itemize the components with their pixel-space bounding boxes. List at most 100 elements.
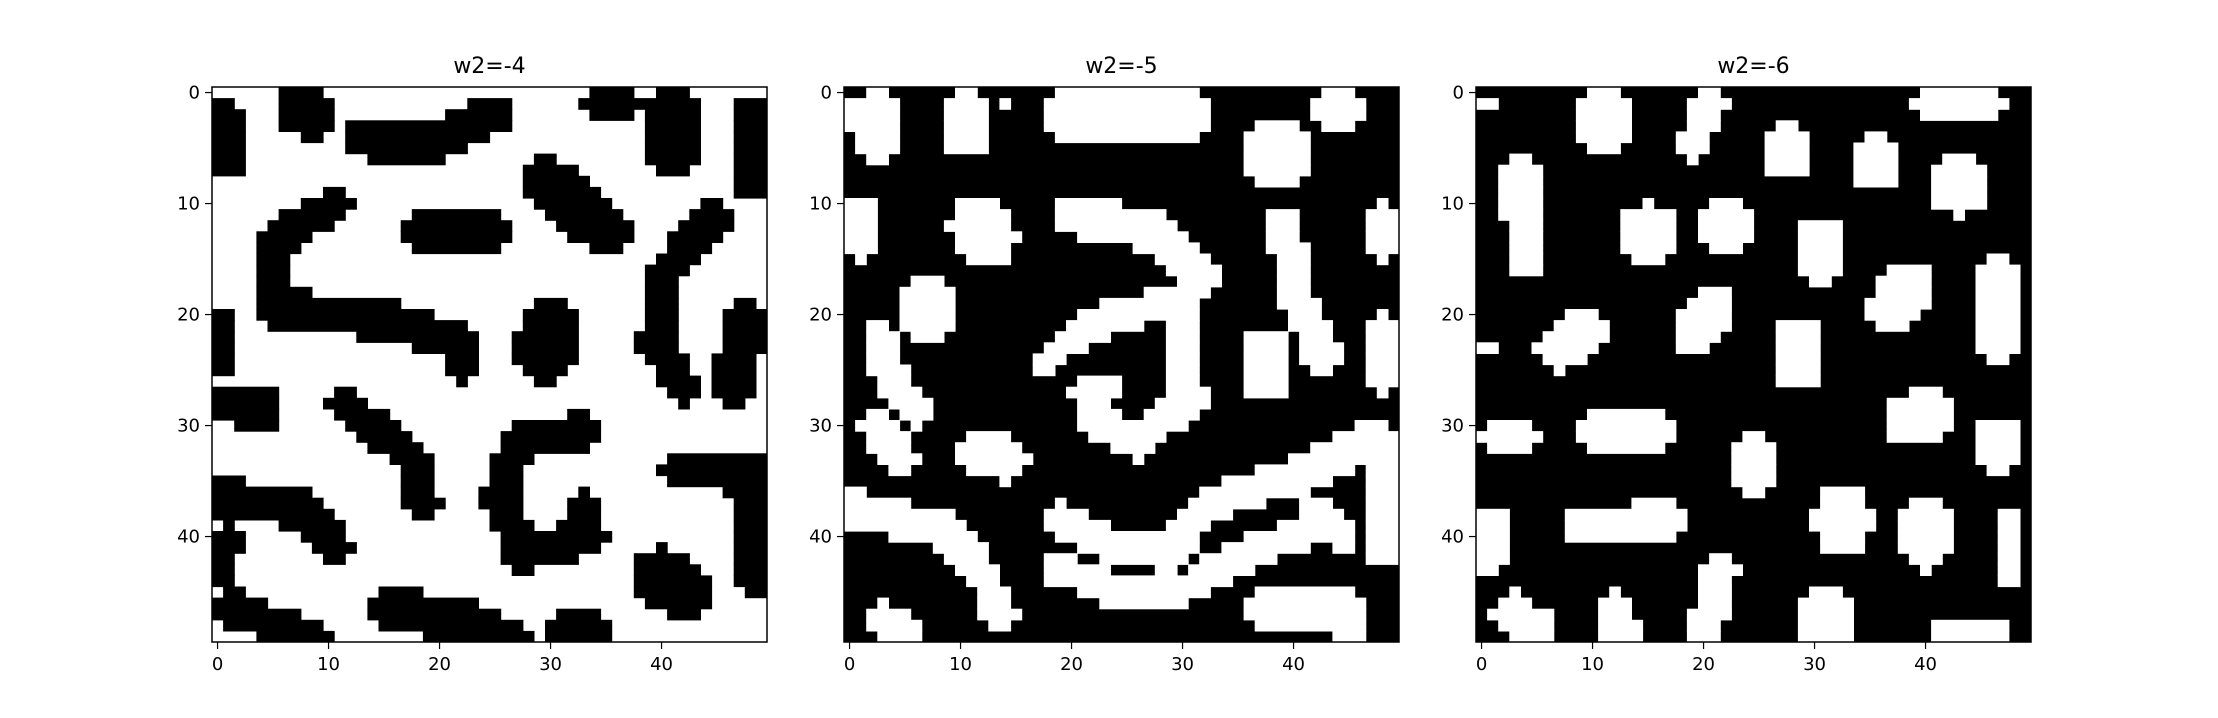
heatmap-cell-run (1686, 619, 1721, 632)
heatmap-cell-run (1598, 597, 1632, 610)
heatmap-cell-run (1043, 553, 1078, 565)
heatmap-cell-run (1675, 309, 1732, 321)
heatmap-cell-run (256, 275, 291, 288)
heatmap-cell-run (1975, 286, 2021, 299)
heatmap-cell-run (212, 120, 246, 132)
heatmap-cell-run (1077, 231, 1189, 243)
heatmap-cell-run (733, 564, 767, 576)
y-tick-label: 10 (809, 194, 832, 215)
heatmap-cell-run (644, 131, 701, 144)
heatmap-cell-run (1365, 209, 1399, 221)
heatmap-cell-run (1365, 497, 1399, 510)
heatmap-cell-run (300, 198, 357, 210)
heatmap-cell-run (212, 153, 246, 166)
heatmap-cell-run (1709, 242, 1743, 255)
heatmap-cell-run (667, 386, 701, 399)
heatmap-cell-run (256, 242, 302, 255)
heatmap-cell-run (1243, 597, 1367, 610)
y-tick-label: 40 (177, 527, 200, 548)
heatmap-cell-run (1054, 220, 1178, 232)
heatmap-cell-run (1243, 375, 1289, 388)
heatmap-cell-run (1365, 553, 1399, 565)
heatmap-cell-run (1498, 164, 1544, 177)
heatmap-cell-run (400, 497, 446, 510)
heatmap-cell-run (1764, 142, 1810, 155)
heatmap-cell-run (1820, 542, 1866, 554)
heatmap-cell-run (400, 486, 435, 499)
heatmap-cell-run (1476, 98, 1499, 110)
heatmap-cell-run (644, 597, 713, 610)
heatmap-cell-run (1820, 486, 1866, 499)
heatmap-cell-run (1254, 175, 1300, 188)
heatmap-cell-run (722, 342, 767, 354)
heatmap-cell-run (1265, 220, 1300, 232)
heatmap-cell-run (1077, 397, 1111, 410)
heatmap-cell-run (1243, 342, 1289, 354)
heatmap-cell-run (1853, 175, 1899, 188)
heatmap-cell-run (966, 575, 1000, 588)
heatmap-cell-run (877, 375, 912, 388)
heatmap-cell-run (400, 231, 513, 243)
heatmap-cell-run (1609, 586, 1621, 599)
heatmap-cell-run (844, 231, 878, 243)
heatmap-cell-run (844, 508, 956, 521)
heatmap-cell-run (1975, 309, 2021, 321)
heatmap-cell-run (545, 630, 613, 642)
heatmap-cell-run (389, 453, 435, 465)
heatmap-cell-run (278, 209, 346, 221)
heatmap-cell-run (256, 286, 313, 299)
heatmap-cell-run (411, 342, 479, 354)
heatmap-cell-run (656, 542, 668, 554)
heatmap-cell-run (877, 386, 923, 399)
heatmap-cell-run (1043, 109, 1211, 121)
heatmap-cell-run (1487, 442, 1533, 454)
heatmap-cell-run (1598, 608, 1632, 621)
heatmap-cell-run (1698, 286, 1732, 299)
heatmap-cell-run (733, 164, 767, 177)
heatmap-cell-run (256, 231, 313, 243)
heatmap-cell-run (522, 364, 568, 377)
heatmap-cell-run (678, 220, 735, 232)
heatmap-cell-run (212, 597, 269, 610)
heatmap-cell-run (1864, 297, 1932, 310)
heatmap-cell-run (1997, 575, 2021, 588)
heatmap-cell-run (1476, 542, 1510, 554)
heatmap-cell-run (899, 309, 956, 321)
heatmap-cell-run (1742, 486, 1766, 499)
heatmap-cell-run (1975, 420, 2021, 432)
subplot-2: w2=-5 0 10 20 30 40 0 10 20 30 40 (809, 54, 1400, 675)
heatmap-cell-run (1165, 320, 1200, 332)
heatmap-cell-run (212, 608, 302, 621)
heatmap-cell-run (866, 320, 889, 332)
heatmap-cell-run (988, 619, 1012, 632)
x-tick-label: 20 (1692, 654, 1715, 675)
heatmap-cell-run (500, 542, 602, 554)
heatmap-cell-run (567, 408, 590, 421)
heatmap-cell-run (1797, 630, 1854, 642)
heatmap-cell-run (1099, 297, 1200, 310)
y-tick-label: 0 (189, 83, 200, 104)
heatmap-cell-run (1675, 320, 1732, 332)
heatmap-cell-run (1498, 175, 1544, 188)
heatmap-cell-run (1243, 364, 1289, 377)
heatmap-cell-run (633, 553, 690, 565)
heatmap-cell-run (1077, 408, 1123, 421)
heatmap-cell-run (733, 142, 767, 155)
heatmap-cell-run (323, 397, 368, 410)
heatmap-cell-run (733, 109, 767, 121)
heatmap-cell-run (899, 408, 934, 421)
heatmap-cell-run (1054, 531, 1200, 543)
heatmap-cell-run (578, 98, 701, 110)
heatmap-cell-run (1177, 508, 1234, 521)
heatmap-cell-run (1066, 386, 1123, 399)
heatmap-cell-run (955, 453, 1034, 465)
heatmap-cell-run (888, 531, 978, 543)
heatmap-cell-run (1620, 209, 1677, 221)
heatmap-cell-run (478, 497, 524, 510)
heatmap-cell-run (533, 297, 568, 310)
heatmap-cell-run (367, 442, 424, 454)
heatmap-cell-run (522, 164, 579, 177)
heatmap-cell-run (1897, 542, 1954, 554)
heatmap-cell-run (367, 153, 446, 166)
x-tick-label: 0 (1476, 654, 1487, 675)
